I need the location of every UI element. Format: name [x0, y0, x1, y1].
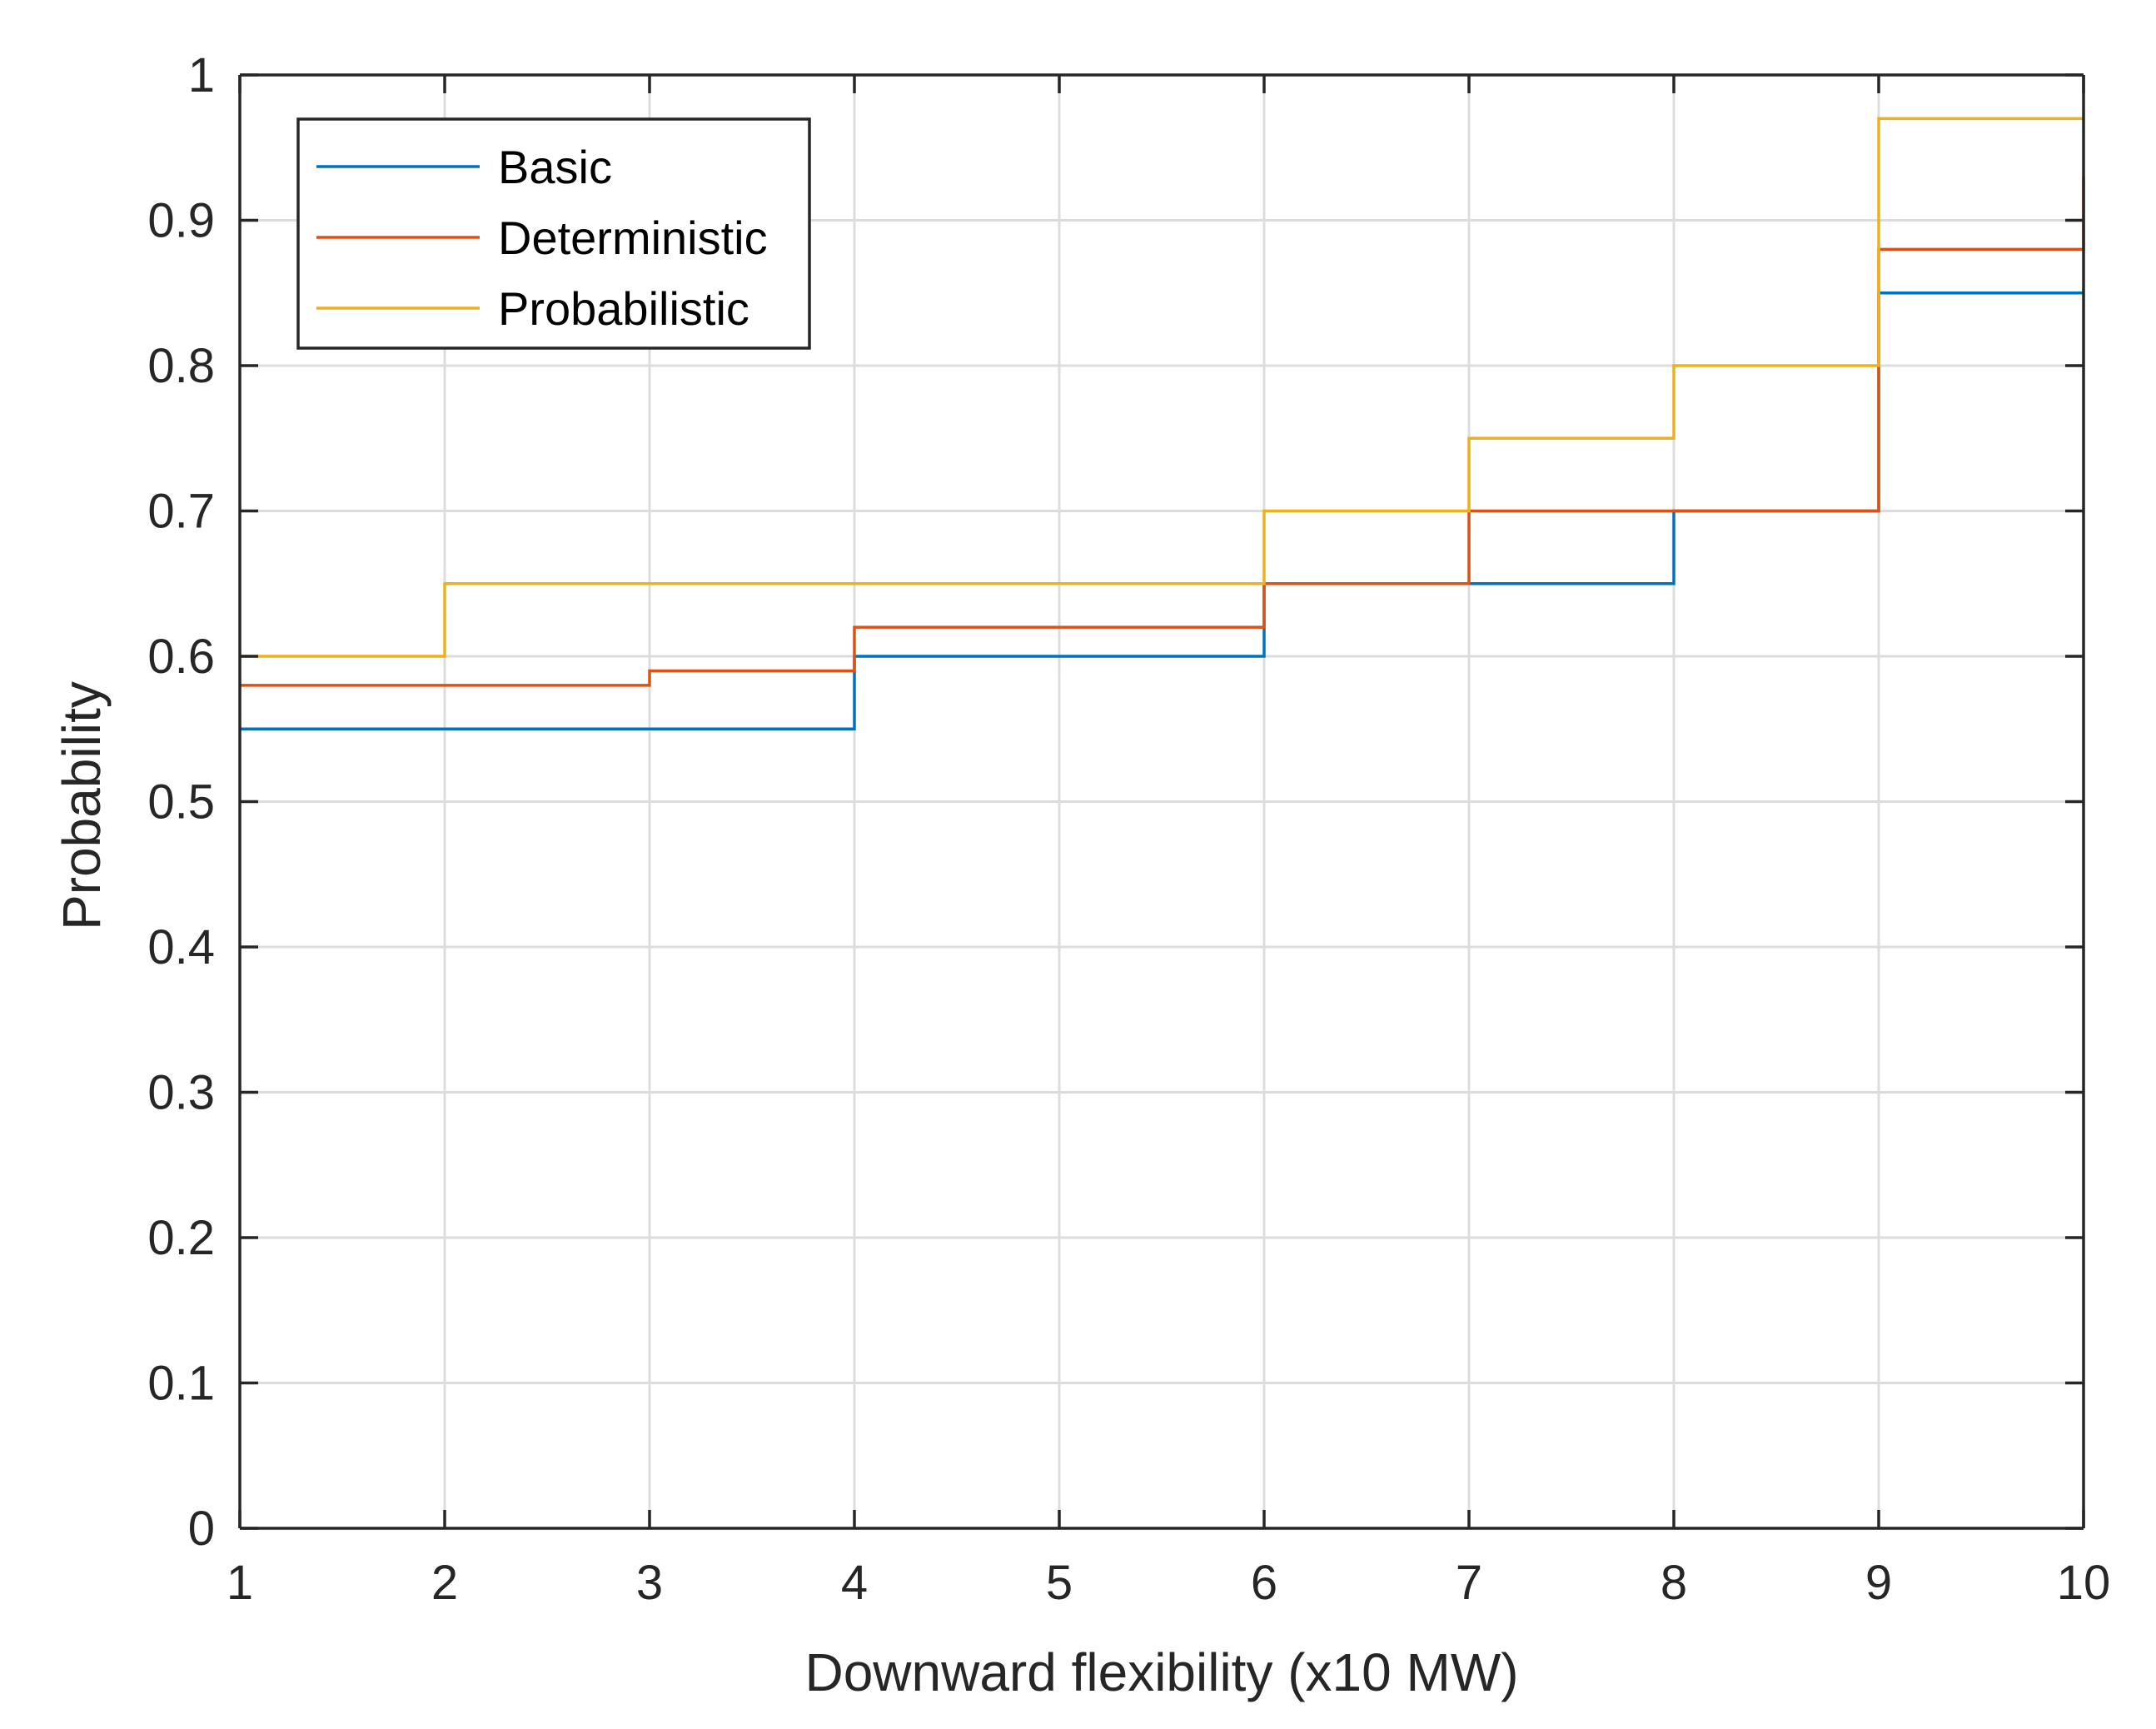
y-tick-label: 1 [188, 48, 215, 102]
y-tick-label: 0.9 [147, 194, 215, 248]
y-tick-label: 0.6 [147, 630, 215, 684]
y-tick-label: 0.4 [147, 920, 215, 974]
x-tick-label: 5 [1046, 1556, 1073, 1610]
y-tick-label: 0.2 [147, 1211, 215, 1265]
x-tick-label: 4 [841, 1556, 868, 1610]
y-tick-label: 0.8 [147, 339, 215, 393]
legend-label-probabilistic: Probabilistic [498, 282, 749, 335]
x-tick-label: 2 [431, 1556, 458, 1610]
legend: Basic Deterministic Probabilistic [296, 117, 811, 350]
series-line-deterministic [240, 177, 2085, 687]
legend-label-basic: Basic [498, 141, 612, 193]
series-line-probabilistic [240, 117, 2084, 658]
y-tick-label: 0.3 [147, 1066, 215, 1120]
y-tick-label: 0.7 [147, 485, 215, 539]
x-tick-label: 6 [1251, 1556, 1277, 1610]
x-tick-label: 10 [2057, 1556, 2111, 1610]
legend-box [296, 117, 811, 350]
x-axis-title: Downward flexibility (x10 MW) [804, 1642, 1518, 1702]
series-group [240, 117, 2085, 730]
y-tick-label: 0.5 [147, 775, 215, 830]
x-tick-label: 7 [1456, 1556, 1482, 1610]
y-tick-label: 0 [188, 1502, 215, 1556]
y-tick-label: 0.1 [147, 1357, 215, 1411]
tick-labels: 1 2 3 4 5 6 7 8 9 10 0 0.1 0.2 0.3 0.4 0.5 0.6 0.7 0.8 0.9 1 [147, 48, 2110, 1610]
x-tick-label: 9 [1865, 1556, 1892, 1610]
y-axis-title: Probability [52, 681, 112, 930]
x-tick-label: 1 [227, 1556, 253, 1610]
legend-label-deterministic: Deterministic [498, 212, 768, 264]
axes [238, 73, 2085, 1530]
x-tick-label: 8 [1661, 1556, 1687, 1610]
x-tick-label: 3 [636, 1556, 663, 1610]
